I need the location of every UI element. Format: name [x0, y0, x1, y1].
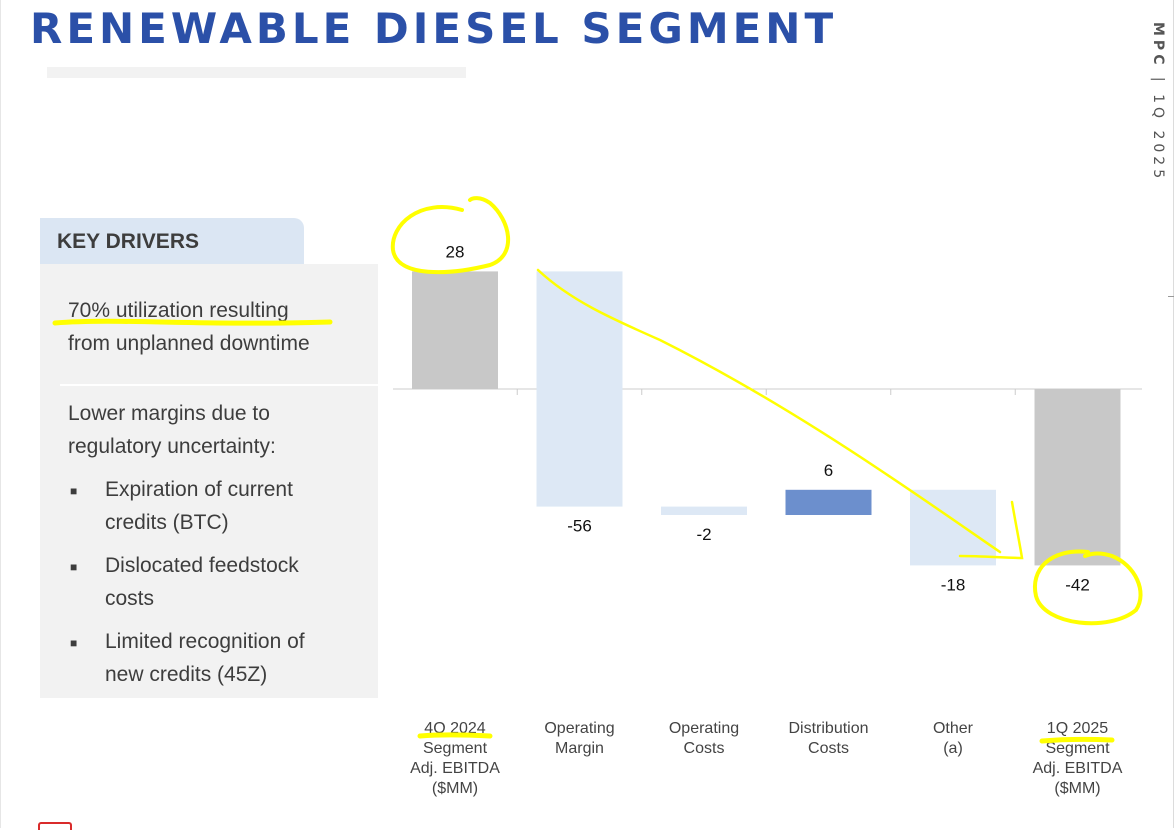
- side-period: 1Q 2025: [1150, 94, 1166, 183]
- side-separator: |: [1150, 76, 1166, 86]
- value-label-5: -42: [1065, 575, 1090, 594]
- bullet-marker: ■: [70, 484, 78, 498]
- edge-tick: [1168, 296, 1174, 297]
- key-drivers-tab: KEY DRIVERS: [40, 218, 304, 264]
- title-rule: [47, 67, 466, 78]
- bullet-1-line-1: Expiration of current: [105, 478, 293, 501]
- value-label-4: -18: [941, 575, 966, 594]
- category-label-1-1: Margin: [555, 740, 604, 757]
- category-label-5-1: Segment: [1045, 740, 1110, 757]
- bullet-2-line-2: costs: [105, 587, 155, 610]
- bullet-3-line-2: new credits (45Z): [105, 663, 268, 686]
- category-label-0-0: 4Q 2024: [424, 720, 485, 737]
- bar-2: [661, 506, 747, 515]
- page-title: RENEWABLE DIESEL SEGMENT: [30, 4, 838, 53]
- bullet-1-line-2: credits (BTC): [105, 511, 229, 534]
- bullet-2-line-1: Dislocated feedstock: [105, 554, 299, 577]
- bar-0: [412, 271, 498, 389]
- value-label-1: -56: [567, 517, 592, 536]
- value-label-2: -2: [696, 525, 711, 544]
- driver-1-line-2: from unplanned downtime: [68, 332, 310, 355]
- category-label-5-0: 1Q 2025: [1047, 720, 1108, 737]
- category-label-0-3: ($MM): [432, 780, 478, 797]
- category-label-0-1: Segment: [423, 740, 488, 757]
- value-label-3: 6: [824, 461, 833, 480]
- category-label-0-2: Adj. EBITDA: [410, 760, 500, 777]
- driver-2-line-1: Lower margins due to: [68, 402, 270, 425]
- category-label-4-0: Other: [933, 720, 974, 737]
- driver-2-line-2: regulatory uncertainty:: [68, 435, 276, 458]
- bullet-marker: ■: [70, 560, 78, 574]
- bar-3: [785, 489, 872, 515]
- key-drivers-divider: [60, 384, 378, 386]
- logo-fragment: [38, 822, 72, 830]
- category-label-4-1: (a): [943, 740, 963, 757]
- driver-1-line-1: 70% utilization resulting: [68, 299, 289, 322]
- category-label-2-1: Costs: [684, 740, 725, 757]
- side-tag: MPC | 1Q 2025: [1150, 22, 1166, 182]
- category-label-5-3: ($MM): [1054, 780, 1100, 797]
- bullet-marker: ■: [70, 636, 78, 650]
- category-label-3-0: Distribution: [788, 720, 868, 737]
- category-label-2-0: Operating: [669, 720, 739, 737]
- category-label-3-1: Costs: [808, 740, 849, 757]
- key-drivers-heading: KEY DRIVERS: [57, 230, 199, 253]
- page-border-left: [0, 0, 1, 828]
- side-brand: MPC: [1150, 22, 1166, 69]
- bullet-3-line-1: Limited recognition of: [105, 630, 305, 653]
- category-label-5-2: Adj. EBITDA: [1033, 760, 1123, 777]
- bar-4: [910, 489, 996, 566]
- bar-1: [536, 271, 623, 507]
- bar-5: [1034, 389, 1121, 566]
- value-label-0: 28: [446, 242, 465, 261]
- key-drivers-panel: [40, 264, 378, 698]
- category-label-1-0: Operating: [544, 720, 614, 737]
